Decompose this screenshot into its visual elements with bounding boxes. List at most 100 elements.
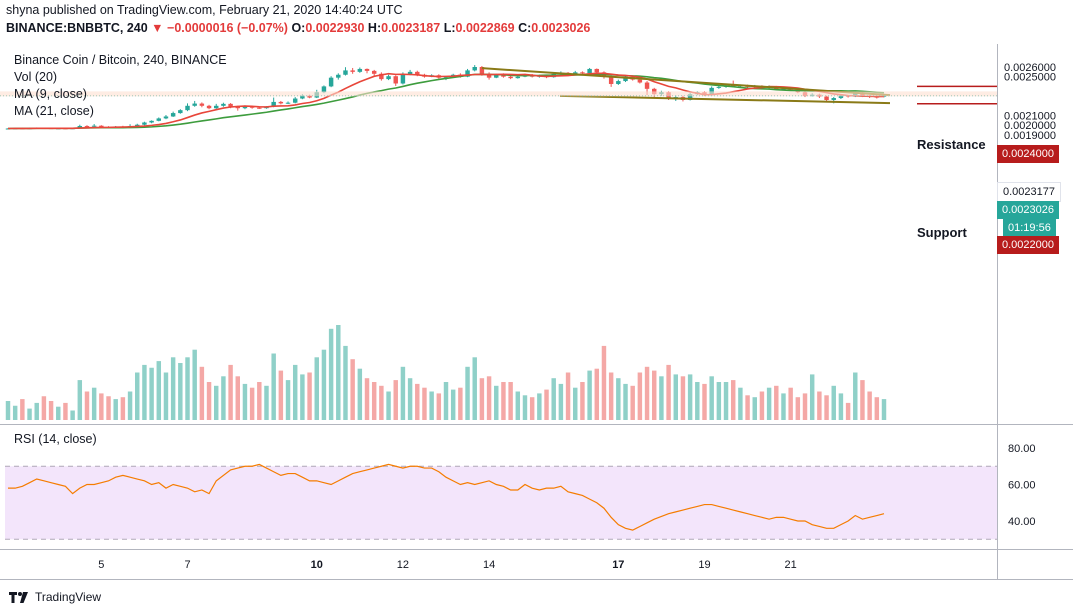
time-tick-label: 19 bbox=[698, 559, 710, 571]
volume-bar bbox=[170, 357, 176, 420]
volume-bar bbox=[867, 391, 872, 420]
candle-body bbox=[501, 74, 506, 77]
volume-bar bbox=[20, 399, 25, 420]
volume-bar bbox=[479, 378, 485, 420]
candle-body bbox=[84, 125, 90, 127]
candle-body bbox=[824, 96, 829, 100]
candle-body bbox=[221, 103, 226, 106]
volume-bar bbox=[242, 383, 248, 420]
volume-bar bbox=[221, 376, 226, 420]
ohlc-line: BINANCE:BNBBTC, 240 ▼ −0.0000016 (−0.07%… bbox=[6, 21, 590, 35]
candle-body bbox=[371, 70, 377, 74]
volume-bar bbox=[845, 402, 851, 420]
volume-bar bbox=[817, 391, 822, 420]
rsi-band bbox=[5, 466, 997, 540]
volume-bar bbox=[84, 391, 90, 420]
candle-body bbox=[400, 74, 406, 84]
volume-bar bbox=[48, 401, 54, 420]
candle-body bbox=[278, 101, 284, 104]
candle-body bbox=[321, 86, 327, 93]
candle-body bbox=[515, 76, 521, 79]
volume-bar bbox=[874, 397, 880, 420]
volume-bar bbox=[580, 382, 585, 420]
ma9-legend[interactable]: MA (9, close) bbox=[14, 87, 87, 101]
indicator-lines bbox=[0, 67, 997, 531]
volume-bar bbox=[508, 382, 513, 420]
countdown-tag: 01:19:56 bbox=[1003, 219, 1056, 237]
volume-bar bbox=[687, 374, 693, 420]
volume-bar bbox=[178, 363, 183, 420]
volume-bar bbox=[652, 370, 657, 420]
volume-bar bbox=[860, 380, 865, 420]
candle-body bbox=[386, 76, 391, 80]
volume-bars bbox=[5, 325, 887, 420]
volume-bar bbox=[738, 387, 743, 420]
price-tick-label: 0.0020000 bbox=[1004, 120, 1056, 132]
candle-body bbox=[616, 81, 621, 84]
volume-bar bbox=[386, 391, 391, 420]
volume-bar bbox=[458, 387, 463, 420]
chart-title-legend[interactable]: Binance Coin / Bitcoin, 240, BINANCE bbox=[14, 53, 227, 67]
time-tick-label: 17 bbox=[612, 559, 624, 571]
volume-bar bbox=[587, 370, 592, 420]
candle-body bbox=[163, 116, 169, 119]
volume-bar bbox=[666, 364, 671, 420]
publish-line: shyna published on TradingView.com, Febr… bbox=[6, 3, 403, 17]
volume-bar bbox=[824, 395, 829, 420]
volume-bar bbox=[393, 380, 398, 420]
volume-bar bbox=[802, 393, 808, 420]
candle-body bbox=[350, 70, 355, 72]
rsi-legend[interactable]: RSI (14, close) bbox=[14, 432, 97, 446]
candle-body bbox=[5, 128, 11, 130]
volume-bar bbox=[752, 397, 757, 420]
volume-bar bbox=[300, 374, 305, 420]
candle-body bbox=[214, 105, 219, 109]
volume-bar bbox=[680, 376, 686, 420]
high-label: H: bbox=[367, 21, 382, 35]
volume-bar bbox=[831, 385, 836, 420]
volume-legend[interactable]: Vol (20) bbox=[14, 70, 58, 84]
volume-bar bbox=[214, 385, 219, 420]
ma21-line bbox=[7, 73, 885, 130]
volume-bar bbox=[788, 387, 793, 420]
last-price-tag: 0.0023026 bbox=[997, 201, 1059, 219]
volume-bar bbox=[343, 345, 348, 420]
tradingview-logo-icon bbox=[9, 592, 28, 603]
high-value: 0.0023187 bbox=[381, 21, 441, 35]
candle-body bbox=[307, 95, 312, 98]
tradingview-footer[interactable]: TradingView bbox=[8, 590, 101, 604]
candle-body bbox=[494, 74, 499, 78]
time-tick-label: 12 bbox=[397, 559, 409, 571]
volume-bar bbox=[156, 361, 162, 420]
volume-bar bbox=[465, 366, 470, 420]
rsi-line bbox=[8, 463, 885, 531]
candle-body bbox=[135, 124, 140, 127]
volume-bar bbox=[285, 380, 291, 420]
volume-bar bbox=[292, 364, 298, 420]
volume-bar bbox=[745, 395, 750, 420]
candle-body bbox=[508, 76, 513, 79]
candle-body bbox=[587, 68, 592, 74]
volume-bar bbox=[673, 374, 678, 420]
candle-body bbox=[637, 79, 643, 83]
axes: 0.00260000.00250000.00210000.00200000.00… bbox=[98, 62, 1056, 571]
volume-bar bbox=[350, 359, 355, 420]
candle-body bbox=[608, 76, 614, 84]
volume-bar bbox=[422, 387, 427, 420]
candle-body bbox=[594, 68, 600, 73]
volume-bar bbox=[257, 382, 262, 420]
volume-bar bbox=[608, 372, 614, 420]
ma21-legend[interactable]: MA (21, close) bbox=[14, 104, 94, 118]
candle-body bbox=[580, 72, 585, 74]
symbol-label[interactable]: BINANCE:BNBBTC, 240 bbox=[6, 21, 148, 35]
rsi-tick-label: 40.00 bbox=[1008, 516, 1036, 528]
candle-body bbox=[364, 68, 370, 71]
volume-bar bbox=[278, 370, 284, 420]
candle-body bbox=[178, 110, 183, 114]
candle-body bbox=[199, 103, 205, 106]
support-annotation: Support bbox=[917, 225, 967, 240]
low-value: 0.0022869 bbox=[455, 21, 515, 35]
volume-bar bbox=[429, 391, 434, 420]
volume-bar bbox=[199, 366, 205, 420]
